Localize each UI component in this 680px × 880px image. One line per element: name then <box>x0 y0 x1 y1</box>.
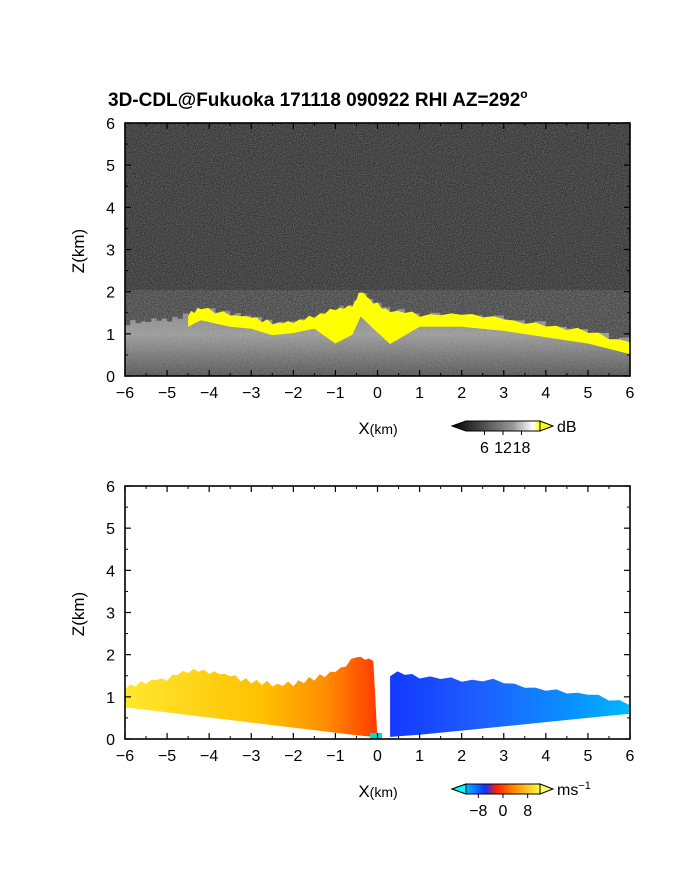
snr-colorbar-body <box>450 420 541 432</box>
velocity-xtick-label: 2 <box>457 748 466 765</box>
velocity-xtick-label: −4 <box>200 748 218 765</box>
velocity-colorbar-tick-label: 0 <box>499 803 508 820</box>
snr-ytick-label: 6 <box>106 116 115 133</box>
velocity-xtick-label: −3 <box>242 748 260 765</box>
snr-xlabel-unit: (km) <box>370 421 398 437</box>
velocity-colorbar-tick-label: −8 <box>469 803 487 820</box>
snr-plot-area <box>125 123 630 376</box>
velocity-plot-area <box>125 486 630 739</box>
snr-colorbar-tick-label: 6 <box>480 440 489 457</box>
snr-xtick-label: −3 <box>242 385 260 402</box>
velocity-receding-region <box>125 656 378 739</box>
snr-xtick-label: 5 <box>583 385 592 402</box>
velocity-xlabel-unit: (km) <box>370 784 398 800</box>
snr-xtick-label: 0 <box>373 385 382 402</box>
snr-xlabel: X(km) <box>358 419 397 438</box>
snr-colorbar-max-arrow <box>539 420 555 432</box>
velocity-ytick-label: 2 <box>106 648 115 665</box>
velocity-xtick-label: −6 <box>116 748 134 765</box>
velocity-ylabel: Z(km) <box>69 592 88 636</box>
snr-ytick-label: 2 <box>106 285 115 302</box>
velocity-ytick-label: 6 <box>106 479 115 496</box>
velocity-ytick-label: 4 <box>106 563 115 580</box>
snr-xtick-label: −2 <box>284 385 302 402</box>
velocity-colorbar-tick-label: 8 <box>523 803 532 820</box>
velocity-colorbar-min-arrow <box>450 783 467 795</box>
velocity-xtick-label: 5 <box>583 748 592 765</box>
snr-ytick-label: 5 <box>106 158 115 175</box>
snr-colorbar: dB 6 12 18 <box>450 419 577 457</box>
velocity-xlabel: X(km) <box>358 782 397 801</box>
snr-xtick-label: 6 <box>626 385 635 402</box>
chart-title: 3D-CDL@Fukuoka 171118 090922 RHI AZ=292o <box>108 87 528 111</box>
velocity-xtick-label: −2 <box>284 748 302 765</box>
velocity-colorbar-unit-exp: −1 <box>578 780 591 792</box>
velocity-xtick-label: 6 <box>626 748 635 765</box>
snr-colorbar-unit: dB <box>557 419 577 436</box>
snr-colorbar-tick-label: 18 <box>513 440 531 457</box>
velocity-colorbar-unit: ms−1 <box>557 780 591 799</box>
velocity-ytick-label: 1 <box>106 690 115 707</box>
velocity-ytick-label: 5 <box>106 521 115 538</box>
velocity-colorbar-max-arrow <box>539 783 555 795</box>
snr-xtick-label: −1 <box>326 385 344 402</box>
velocity-ytick-label: 0 <box>106 732 115 749</box>
velocity-xtick-label: −1 <box>326 748 344 765</box>
snr-colorbar-tick-label: 12 <box>494 440 512 457</box>
velocity-ytick-label: 3 <box>106 606 115 623</box>
snr-xtick-label: 2 <box>457 385 466 402</box>
velocity-xtick-label: 3 <box>499 748 508 765</box>
velocity-colorbar-ticks: −8 0 8 <box>469 794 532 820</box>
snr-xtick-label: 4 <box>541 385 550 402</box>
snr-ytick-label: 3 <box>106 243 115 260</box>
velocity-axis-ticks: −6 −5 −4 −3 −2 −1 0 1 2 3 4 5 6 0 1 2 3 4 5 6 <box>106 479 634 765</box>
velocity-approaching-region <box>390 671 630 737</box>
velocity-xtick-label: 4 <box>541 748 550 765</box>
snr-strong-signal <box>188 292 630 355</box>
snr-ytick-label: 1 <box>106 327 115 344</box>
title-degree-symbol: o <box>520 87 527 101</box>
snr-xtick-label: −6 <box>116 385 134 402</box>
velocity-near-zero-patch <box>370 733 382 739</box>
velocity-colorbar: ms−1 −8 0 8 <box>450 780 591 820</box>
snr-ytick-label: 4 <box>106 200 115 217</box>
snr-xtick-label: −4 <box>200 385 218 402</box>
snr-axis-ticks: −6 −5 −4 −3 −2 −1 0 1 2 3 4 5 6 0 1 2 3 4 5 6 <box>106 116 634 402</box>
velocity-xtick-label: 0 <box>373 748 382 765</box>
snr-colorbar-ticks: 6 12 18 <box>480 431 531 457</box>
velocity-panel: −6 −5 −4 −3 −2 −1 0 1 2 3 4 5 6 0 1 2 3 4 5 6 Z(km) X(km) m… <box>69 479 635 820</box>
snr-xtick-label: 3 <box>499 385 508 402</box>
velocity-xtick-label: 1 <box>415 748 424 765</box>
velocity-xtick-label: −5 <box>158 748 176 765</box>
snr-xtick-label: −5 <box>158 385 176 402</box>
snr-ylabel: Z(km) <box>69 229 88 273</box>
snr-xtick-label: 1 <box>415 385 424 402</box>
snr-ytick-label: 0 <box>106 369 115 386</box>
